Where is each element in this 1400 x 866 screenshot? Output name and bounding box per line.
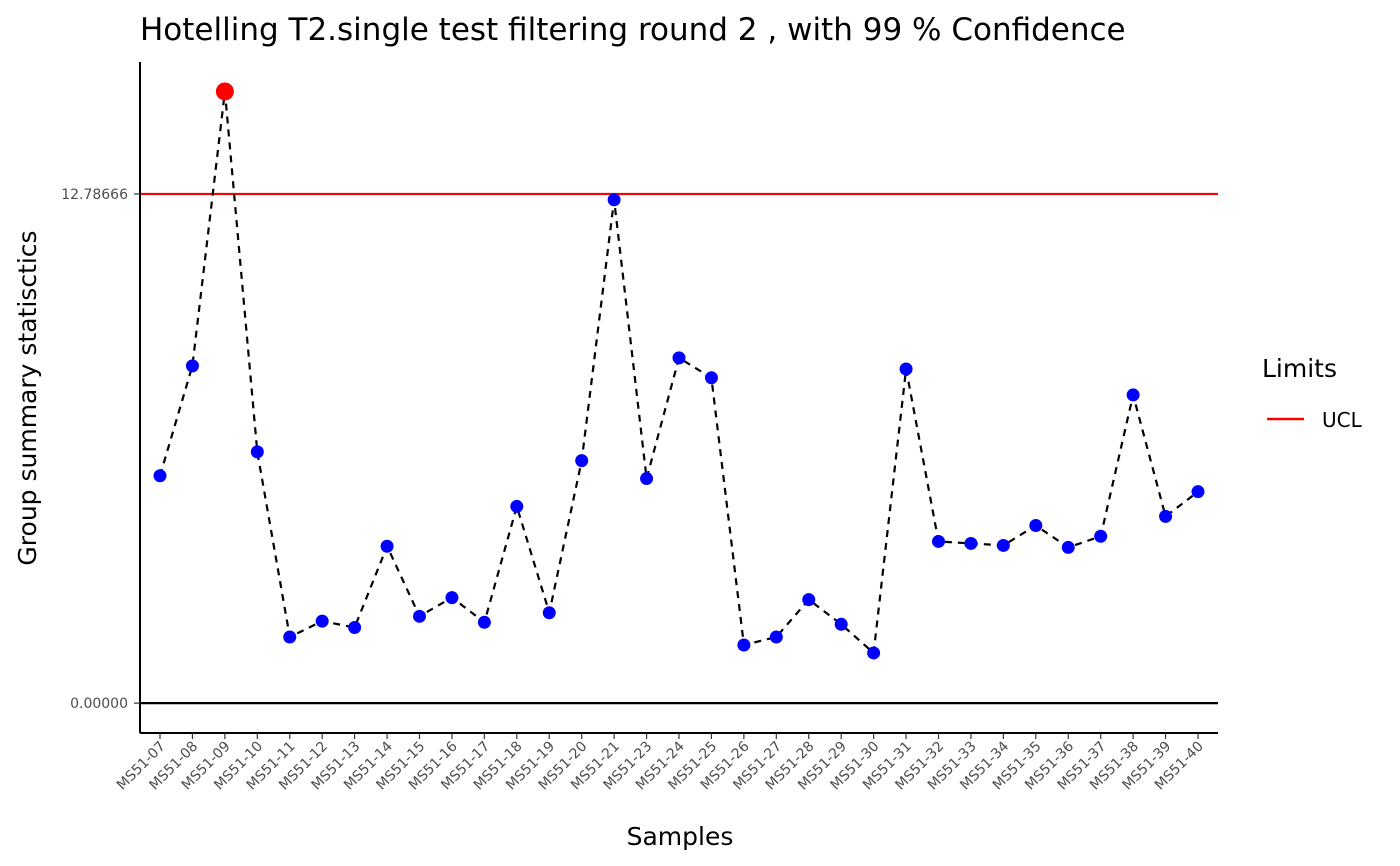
data-point: [899, 362, 913, 376]
y-axis-title: Group summary statisctics: [13, 230, 42, 565]
data-point: [185, 359, 199, 373]
data-point: [640, 472, 654, 486]
data-point: [867, 646, 881, 660]
data-point: [1126, 388, 1140, 402]
y-tick-label: 0.00000: [70, 696, 128, 712]
plot-area: 0.0000012.78666MS51-07MS51-08MS51-09MS51…: [61, 62, 1218, 793]
data-point: [477, 615, 491, 629]
data-point: [672, 351, 686, 365]
legend: Limits UCL: [1262, 354, 1363, 432]
data-point: [283, 630, 297, 644]
data-point: [250, 445, 264, 459]
chart-title: Hotelling T2.single test filtering round…: [140, 12, 1126, 48]
data-point: [932, 534, 945, 548]
data-point: [215, 82, 234, 101]
data-point: [413, 609, 426, 623]
data-point: [996, 538, 1010, 552]
data-point: [575, 454, 589, 468]
data-point: [607, 193, 621, 207]
legend-title: Limits: [1262, 354, 1337, 383]
data-point: [1159, 509, 1173, 523]
data-point: [445, 591, 459, 605]
data-point: [1029, 519, 1043, 533]
data-point: [315, 614, 329, 628]
data-point: [769, 630, 783, 644]
y-tick-label: 12.78666: [61, 187, 128, 203]
series-line: [158, 91, 1199, 656]
data-point: [542, 606, 556, 620]
data-point: [348, 620, 362, 634]
legend-ucl-label: UCL: [1322, 408, 1363, 432]
data-point: [964, 536, 978, 550]
data-point: [1094, 529, 1108, 543]
data-point: [510, 499, 524, 513]
data-point: [704, 371, 718, 385]
data-point: [1191, 485, 1205, 499]
data-point: [153, 469, 167, 483]
data-point: [737, 638, 751, 652]
data-point: [1061, 540, 1075, 554]
data-point: [380, 539, 394, 553]
data-point: [802, 593, 816, 607]
data-point: [834, 617, 848, 631]
x-axis-title: Samples: [627, 822, 734, 851]
